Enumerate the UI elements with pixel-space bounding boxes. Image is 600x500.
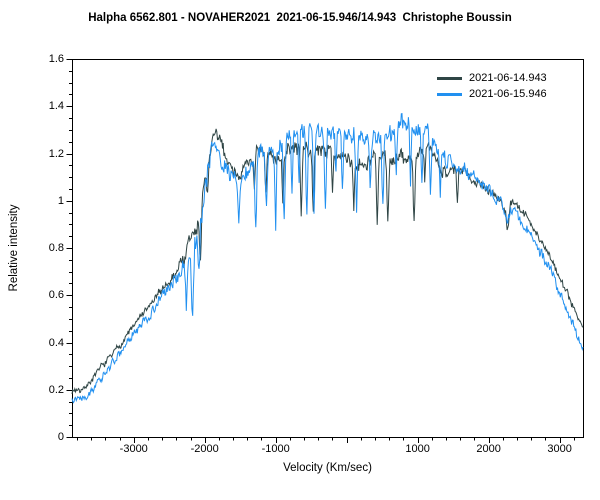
series2-label: 2021-06-15.946 <box>469 88 547 100</box>
chart-title: Halpha 6562.801 - NOVAHER2021 2021-06-15… <box>88 12 512 24</box>
y-axis-title: Relative intensity <box>8 204 20 292</box>
legend-item-series1: 2021-06-14.943 <box>437 70 547 86</box>
y-tick-label: 0 <box>57 431 64 443</box>
y-tick-label: 1.4 <box>48 100 64 113</box>
x-tick-label: -3000 <box>119 443 148 455</box>
series-curve-1 <box>71 128 584 395</box>
x-tick-label: -2000 <box>190 443 219 455</box>
series1-label: 2021-06-14.943 <box>469 72 547 84</box>
x-tick-label: 1000 <box>405 443 430 455</box>
y-tick-label: 0.8 <box>48 242 64 254</box>
y-tick-label: 1.2 <box>48 147 64 160</box>
y-tick-label: 0.4 <box>48 336 64 349</box>
y-tick-label: 1 <box>57 194 64 207</box>
y-tick-label: 0.6 <box>48 289 64 302</box>
x-tick-label: 3000 <box>547 443 572 455</box>
legend: 2021-06-14.943 2021-06-15.946 <box>437 70 547 102</box>
x-axis-title: Velocity (Km/sec) <box>283 462 372 474</box>
y-tick-label: 1.6 <box>48 53 64 65</box>
series1-line-swatch <box>437 76 462 80</box>
y-tick-label: 0.2 <box>48 383 64 396</box>
series2-line-swatch <box>437 92 462 96</box>
legend-item-series2: 2021-06-15.946 <box>437 86 547 102</box>
x-tick-label: 2000 <box>476 443 501 455</box>
spectrum-curves <box>71 112 584 404</box>
x-tick-label: -1000 <box>261 443 290 455</box>
axes <box>66 59 584 443</box>
series-curve-2 <box>71 112 584 404</box>
